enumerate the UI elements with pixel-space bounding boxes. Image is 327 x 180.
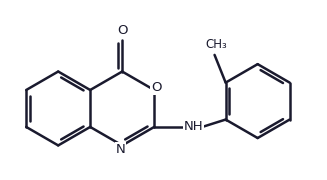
Text: O: O (117, 24, 128, 37)
Text: CH₃: CH₃ (206, 38, 227, 51)
Text: O: O (151, 81, 161, 94)
Text: NH: NH (184, 120, 203, 133)
Text: N: N (115, 143, 125, 156)
